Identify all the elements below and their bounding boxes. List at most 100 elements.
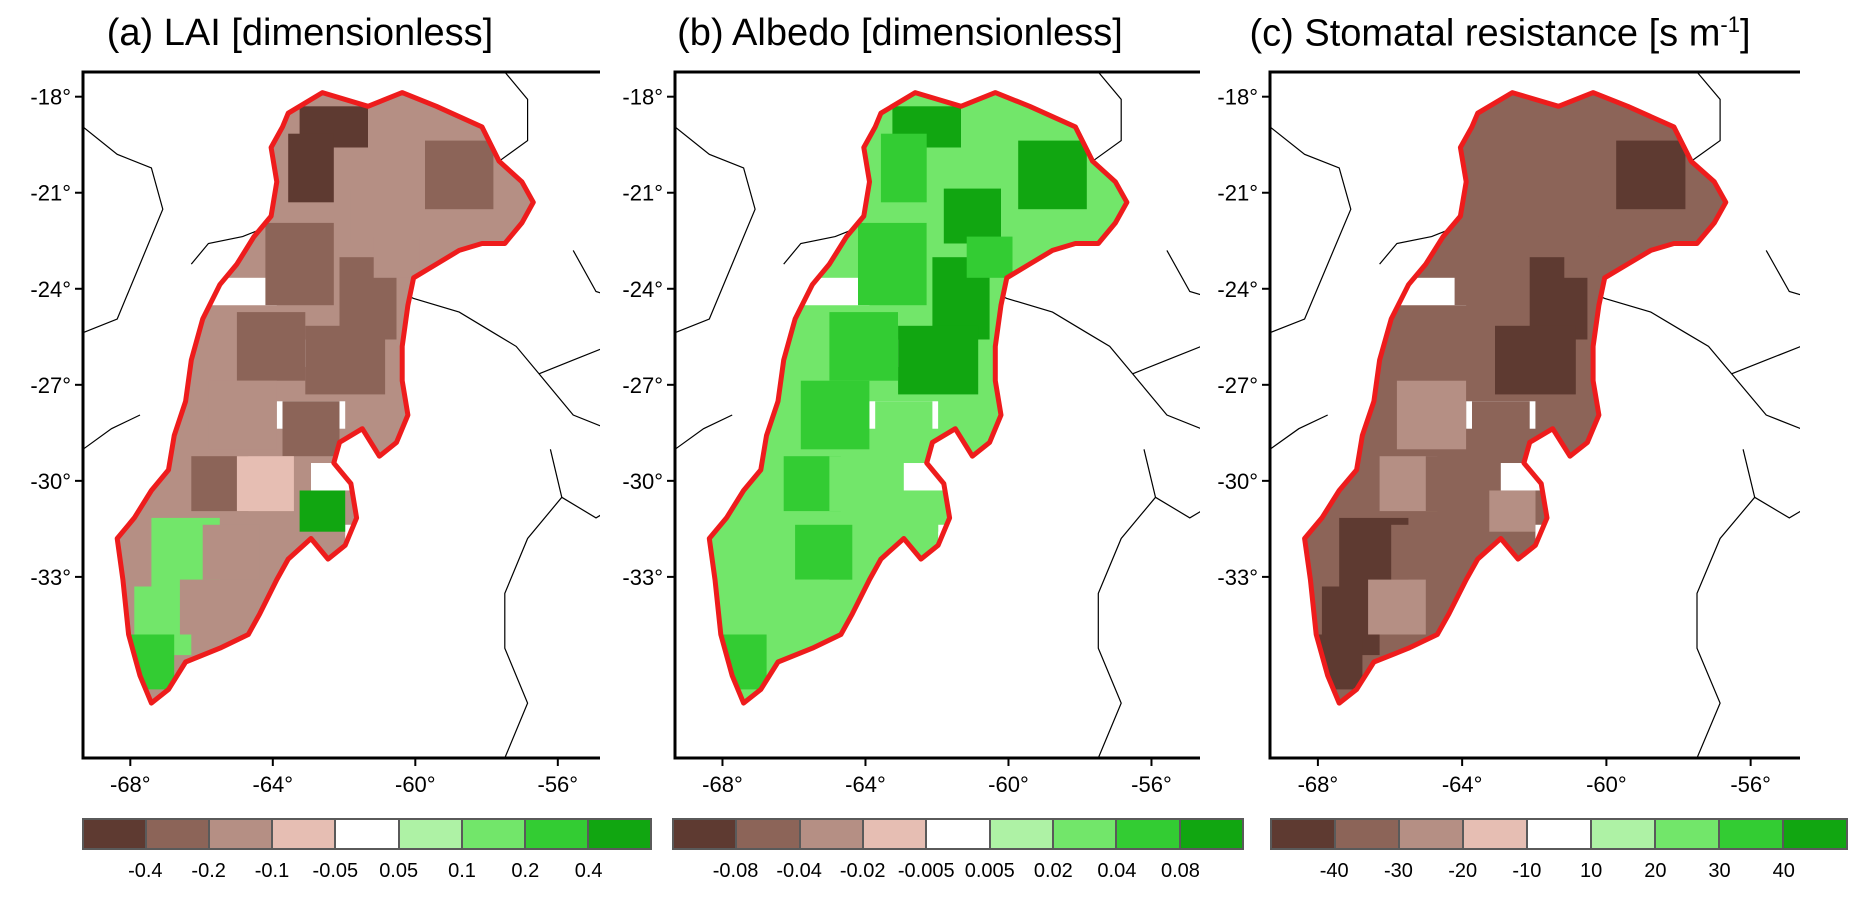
colorbar-label: -40 (1319, 860, 1349, 882)
colorbar-swatch (1528, 820, 1592, 848)
colorbar-swatch (462, 820, 526, 848)
anomaly-cell (943, 188, 1001, 244)
country-border (1754, 496, 1800, 519)
region-anomaly-field (1304, 92, 1726, 704)
anomaly-cell (1425, 456, 1484, 512)
country-border (1765, 250, 1800, 296)
colorbar-swatch (273, 820, 337, 848)
region-outline (1302, 90, 1729, 706)
map-frame (673, 70, 1200, 760)
colorbar-label: 0.2 (511, 860, 540, 882)
lat-tick-label: -30° (1217, 469, 1258, 494)
panel-a-colorbar (82, 818, 652, 850)
anomaly-cell (772, 579, 830, 635)
anomaly-cell (202, 524, 260, 580)
country-border (538, 348, 600, 375)
colorbar-label: -10 (1512, 860, 1542, 882)
colorbar-label: 30 (1708, 860, 1731, 882)
colorbar-swatch (1180, 820, 1242, 848)
lat-tick-label: -33° (622, 565, 663, 590)
anomaly-cell (350, 188, 408, 244)
anomaly-cell (1391, 524, 1449, 580)
anomaly-cell (425, 140, 494, 210)
lat-tick-label: -21° (30, 181, 71, 206)
country-border (561, 496, 600, 519)
colorbar-swatch (1400, 820, 1464, 848)
anomaly-cell (858, 222, 927, 306)
panel-a: (a) LAI [dimensionless] -18° -21° -24° -27°… (0, 0, 652, 898)
colorbar-swatch (1656, 820, 1720, 848)
colorbar-label: -0.08 (712, 860, 759, 882)
country-border (1269, 126, 1352, 334)
lon-tick-label: -64° (1442, 772, 1483, 797)
colorbar-swatch (1720, 820, 1784, 848)
colorbar-swatch (588, 820, 650, 848)
anomaly-cell (1477, 133, 1524, 203)
lat-tick-label: -33° (30, 565, 71, 590)
anomaly-cell (1564, 236, 1611, 278)
country-border (504, 449, 563, 759)
anomaly-cell (966, 236, 1013, 278)
anomaly-cell (875, 401, 933, 457)
lon-tick-label: -68° (110, 772, 151, 797)
colorbar-swatch (84, 820, 148, 848)
anomaly-cell (829, 456, 887, 512)
colorbar-label: 10 (1579, 860, 1603, 882)
colorbar-swatch (1464, 820, 1528, 848)
colorbar-label: -0.4 (128, 860, 163, 882)
anomaly-cell (1472, 401, 1530, 457)
country-border (1731, 346, 1800, 375)
anomaly-cell (1541, 188, 1599, 244)
colorbar-label: 0.02 (1033, 860, 1073, 882)
country-border (1690, 71, 1721, 162)
colorbar-label: -0.05 (312, 860, 359, 882)
lon-tick-label: -68° (702, 772, 743, 797)
country-border (1092, 71, 1122, 162)
anomaly-cell (179, 579, 237, 635)
lat-tick-label: -24° (30, 277, 71, 302)
region-outline (114, 90, 536, 706)
lat-tick-label: -33° (1217, 565, 1258, 590)
country-border (1132, 346, 1200, 375)
colorbar-swatch (990, 820, 1054, 848)
country-border (1132, 373, 1200, 429)
colorbar-swatch (863, 820, 928, 848)
anomaly-cell (236, 312, 306, 381)
lat-tick-label: -27° (1217, 373, 1258, 398)
country-border (498, 71, 529, 162)
colorbar-swatch (1117, 820, 1181, 848)
colorbar-label: 0.04 (1097, 860, 1137, 882)
colorbar-label: -0.04 (776, 860, 822, 882)
colorbar-swatch (674, 820, 738, 848)
lat-tick-label: -27° (622, 373, 663, 398)
colorbar-label: 40 (1772, 860, 1795, 882)
anomaly-cell (1495, 325, 1576, 395)
anomaly-cell (1489, 490, 1536, 532)
panel-c-map: -18° -21° -24° -27° -30° -33° -68° -64° -60° -56° (1217, 70, 1800, 797)
colorbar-label: -0.02 (839, 860, 886, 882)
region-outline (706, 90, 1130, 706)
colorbar-swatch (399, 820, 463, 848)
colorbar-label: 0.08 (1160, 860, 1200, 882)
anomaly-cell (373, 236, 420, 278)
country-border (1696, 449, 1756, 759)
colorbar-swatch (1592, 820, 1656, 848)
map-frame (81, 70, 600, 760)
lon-tick-label: -64° (253, 772, 294, 797)
country-border (1731, 373, 1800, 430)
colorbar-label: -30 (1383, 860, 1413, 882)
colorbar-swatch (1272, 820, 1336, 848)
lat-tick-label: -24° (1217, 277, 1258, 302)
anomaly-cell (892, 490, 939, 532)
anomaly-cell (898, 325, 979, 395)
lon-tick-label: -64° (845, 772, 886, 797)
lat-tick-label: -21° (1217, 181, 1258, 206)
country-border (1097, 449, 1157, 759)
anomaly-cell (800, 380, 870, 450)
lon-tick-label: -56° (1131, 772, 1172, 797)
lat-tick-label: -18° (622, 85, 663, 110)
panel-a-map: -18° -21° -24° -27° -30° -33° -68° -64° -60° -56° (30, 70, 600, 797)
country-border (674, 414, 733, 450)
panel-b-title: (b) Albedo [dimensionless] (677, 12, 1123, 54)
lat-tick-label: -18° (30, 85, 71, 110)
